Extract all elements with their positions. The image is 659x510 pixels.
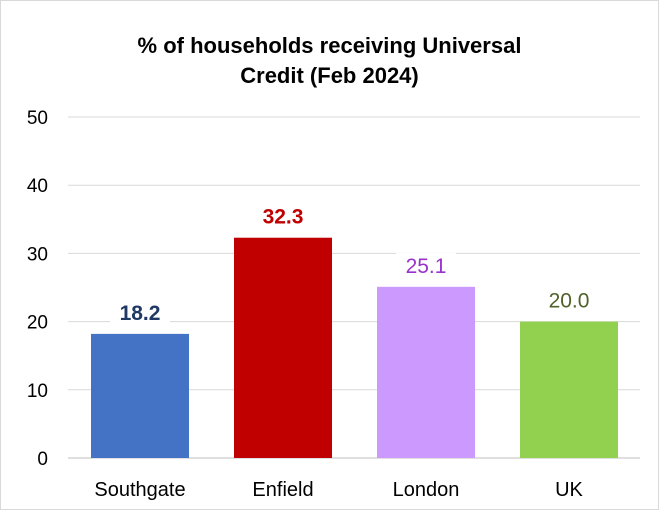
data-label-background: [110, 299, 170, 327]
data-label-london: 25.1: [406, 255, 447, 278]
y-tick-label: 0: [37, 449, 48, 470]
y-tick-label: 50: [27, 108, 48, 129]
data-label-background: [253, 203, 313, 231]
y-tick-label: 20: [27, 313, 48, 334]
data-label-uk: 20.0: [549, 290, 590, 313]
bar-southgate: [91, 333, 189, 458]
y-tick-label: 40: [27, 176, 48, 197]
y-tick-label: 10: [27, 381, 48, 402]
bar-london: [377, 286, 475, 458]
x-category-label: London: [393, 479, 460, 501]
x-category-label: Enfield: [252, 479, 313, 501]
data-label-background: [396, 252, 456, 280]
x-category-label: UK: [555, 479, 583, 501]
data-label-enfield: 32.3: [263, 206, 304, 229]
x-category-label: Southgate: [94, 479, 185, 501]
y-tick-label: 30: [27, 244, 48, 265]
chart-title-line-2: Credit (Feb 2024): [240, 63, 419, 88]
data-label-background: [539, 287, 599, 315]
chart-title-line-1: % of households receiving Universal: [137, 33, 522, 58]
bar-enfield: [234, 237, 332, 458]
data-label-southgate: 18.2: [120, 302, 161, 325]
chart-title: % of households receiving Universal Cred…: [0, 31, 659, 91]
bar-uk: [520, 321, 618, 458]
